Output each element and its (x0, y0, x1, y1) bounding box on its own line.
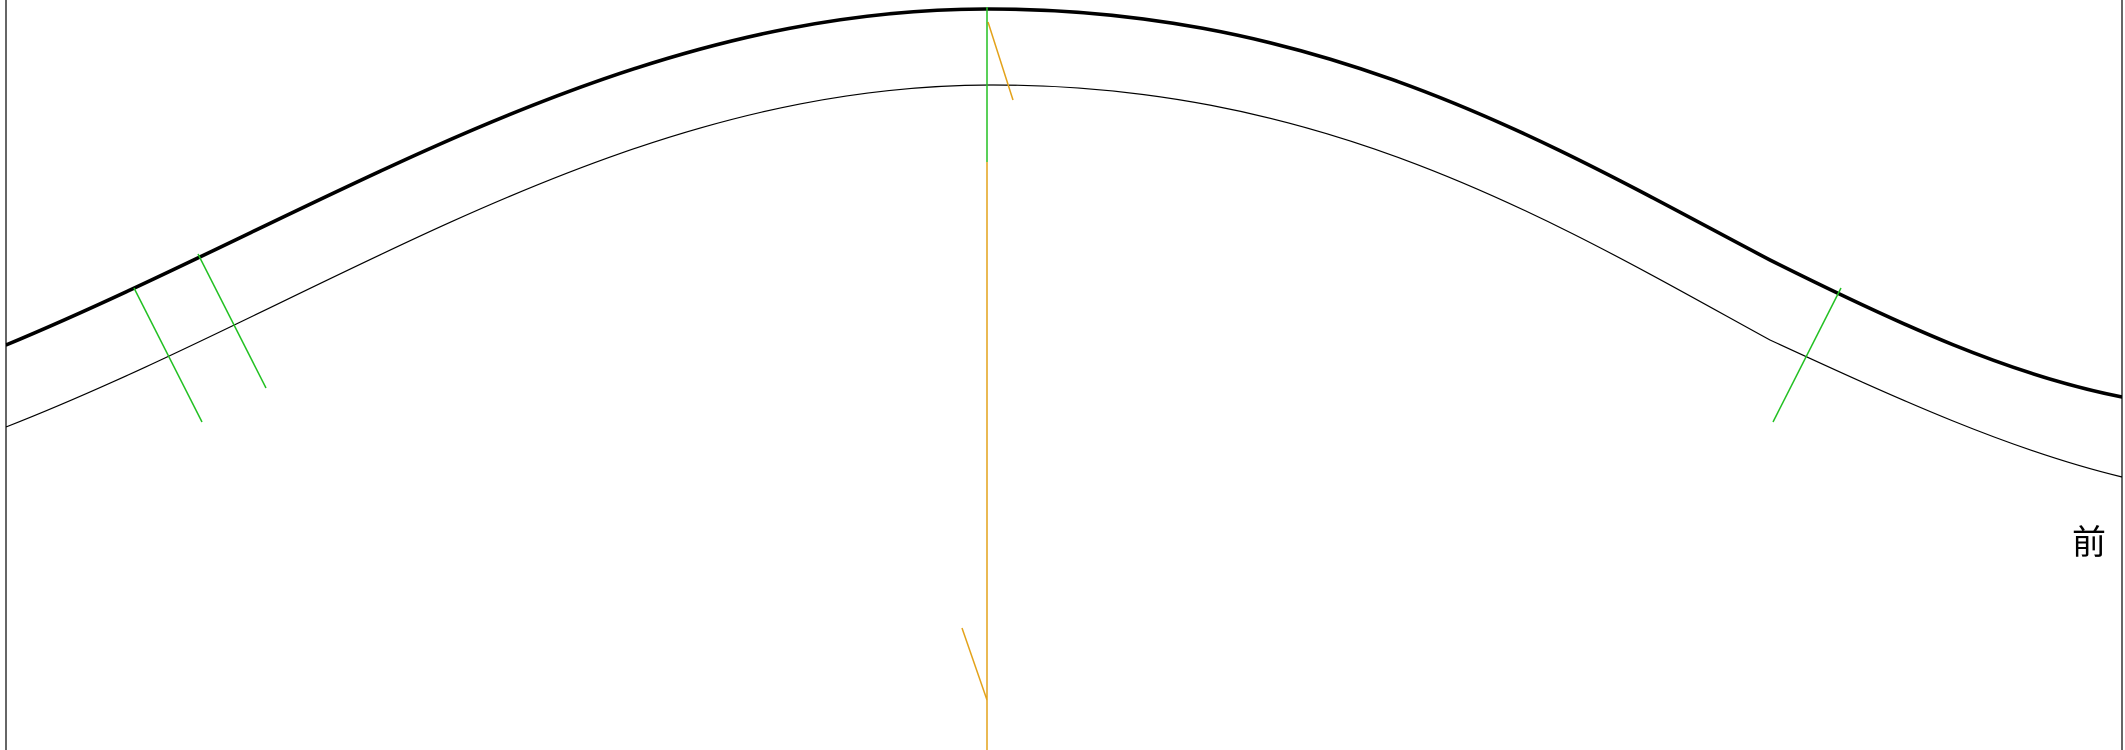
inner-seam-line (5, 84, 2123, 478)
notch-mark-right (1772, 287, 1842, 423)
front-piece-label: 前 (2072, 523, 2106, 563)
notch-mark-left-1 (133, 287, 203, 423)
grainline-arrow-top (987, 21, 1014, 101)
outer-cut-line (5, 7, 2123, 399)
grainline-arrow-bottom (961, 627, 988, 701)
notch-mark-left-2 (197, 253, 267, 389)
